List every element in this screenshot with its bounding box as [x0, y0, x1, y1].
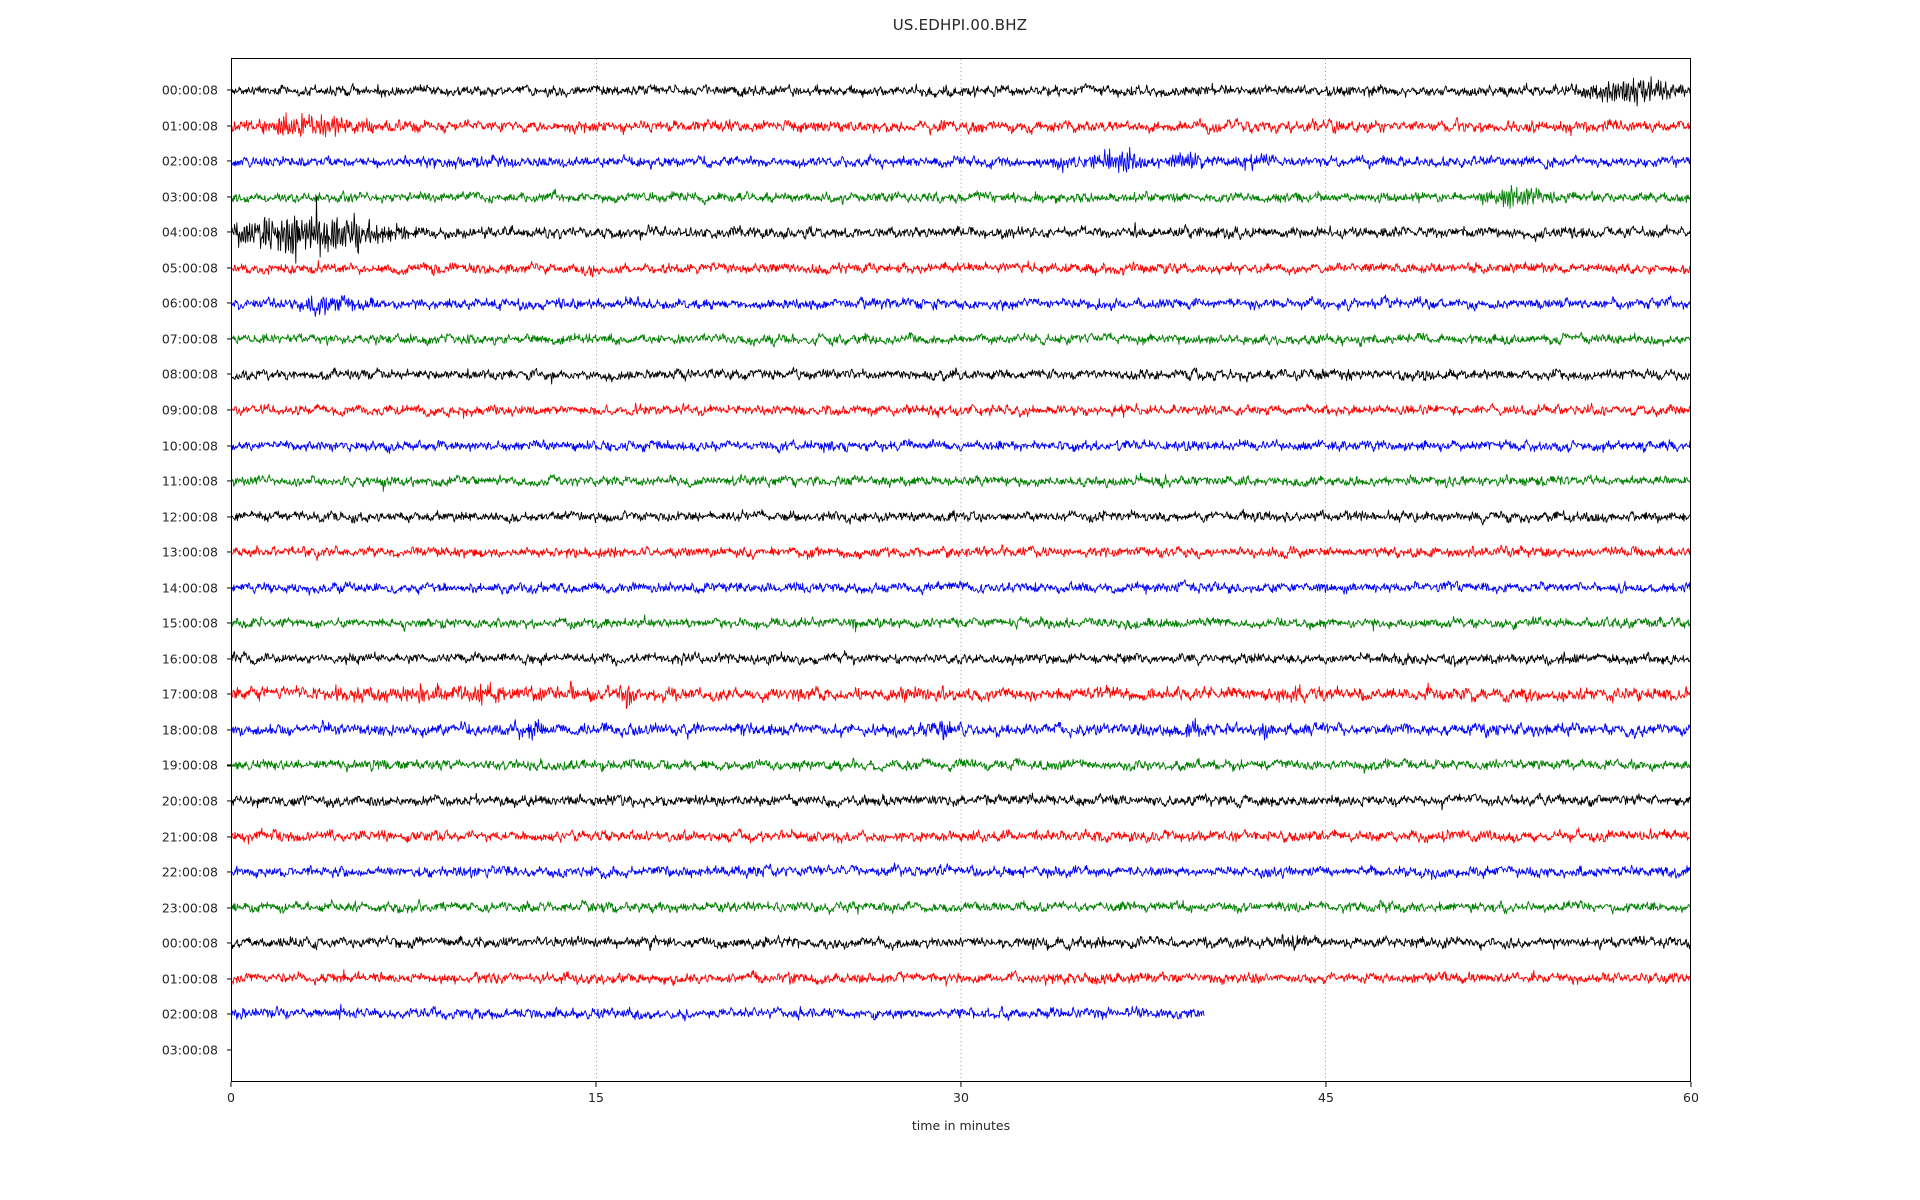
- trace-line: [232, 650, 1690, 668]
- y-tick-label: 10:00:08: [161, 438, 218, 453]
- trace-line: [232, 862, 1690, 881]
- trace-line: [232, 508, 1690, 526]
- y-tick-mark: [227, 409, 232, 411]
- trace-line: [232, 969, 1690, 987]
- trace-line: [232, 1003, 1205, 1022]
- y-tick-mark: [227, 978, 232, 980]
- trace-line: [232, 294, 1690, 318]
- y-tick-mark: [227, 658, 232, 660]
- trace-line: [232, 196, 1690, 264]
- y-tick-label: 09:00:08: [161, 402, 218, 418]
- x-tick-label: 15: [588, 1090, 604, 1105]
- y-tick-label: 16:00:08: [161, 651, 218, 667]
- trace-line: [232, 366, 1690, 385]
- y-tick-mark: [227, 800, 232, 802]
- y-tick-label: 11:00:08: [161, 473, 218, 489]
- x-tick-label: 30: [953, 1090, 969, 1105]
- trace-line: [232, 112, 1690, 138]
- y-tick-mark: [227, 338, 232, 340]
- x-tick-mark: [1690, 1082, 1692, 1087]
- y-tick-mark: [227, 836, 232, 838]
- x-tick-mark: [1325, 1082, 1327, 1087]
- y-tick-label: 03:00:08: [161, 189, 218, 205]
- y-tick-mark: [227, 729, 232, 731]
- trace-line: [232, 259, 1690, 278]
- trace-line: [232, 402, 1690, 419]
- y-tick-mark: [227, 587, 232, 589]
- trace-line: [232, 147, 1690, 174]
- x-tick-label: 45: [1318, 1090, 1334, 1105]
- trace-line: [232, 76, 1690, 107]
- y-tick-label: 07:00:08: [161, 331, 218, 347]
- grid-lines: [596, 59, 1326, 1081]
- y-tick-mark: [227, 373, 232, 375]
- trace-line: [232, 184, 1690, 209]
- y-tick-label: 01:00:08: [161, 118, 218, 134]
- y-tick-label: 08:00:08: [161, 366, 218, 382]
- y-tick-label: 15:00:08: [161, 615, 218, 631]
- trace-line: [232, 792, 1690, 811]
- y-tick-label: 01:00:08: [161, 971, 218, 987]
- y-tick-mark: [227, 942, 232, 944]
- trace-line: [232, 717, 1690, 741]
- x-axis-label: time in minutes: [911, 1118, 1011, 1133]
- x-tick-label: 60: [1683, 1090, 1699, 1105]
- y-tick-mark: [227, 444, 232, 447]
- y-tick-label: 02:00:08: [161, 153, 218, 169]
- trace-line: [232, 934, 1690, 952]
- y-tick-mark: [227, 764, 232, 766]
- y-tick-label: 02:00:08: [161, 1006, 218, 1022]
- y-tick-mark: [227, 125, 232, 127]
- y-tick-mark: [227, 89, 232, 91]
- y-tick-label: 12:00:08: [161, 509, 218, 525]
- x-tick-mark: [230, 1082, 232, 1087]
- x-tick-mark: [595, 1082, 597, 1087]
- y-tick-label: 20:00:08: [161, 793, 218, 809]
- y-tick-label: 21:00:08: [161, 829, 218, 845]
- trace-line: [232, 680, 1690, 709]
- y-tick-mark: [227, 622, 232, 624]
- y-tick-mark: [227, 551, 232, 553]
- y-tick-mark: [227, 871, 232, 873]
- y-tick-label: 06:00:08: [161, 295, 218, 311]
- y-tick-mark: [227, 907, 232, 909]
- y-tick-mark: [227, 267, 232, 269]
- y-tick-label: 14:00:08: [161, 580, 218, 596]
- page-title: US.EDHPI.00.BHZ: [892, 16, 1028, 34]
- trace-line: [232, 331, 1690, 348]
- y-tick-label: 00:00:08: [161, 82, 218, 98]
- y-tick-label: 03:00:08: [161, 1042, 218, 1058]
- y-tick-mark: [227, 1013, 232, 1015]
- trace-line: [232, 827, 1690, 845]
- trace-line: [232, 757, 1690, 774]
- y-tick-label: 22:00:08: [161, 864, 218, 880]
- y-tick-label: 18:00:08: [161, 722, 218, 738]
- y-tick-mark: [227, 516, 232, 518]
- y-tick-mark: [227, 196, 232, 198]
- y-tick-mark: [227, 480, 232, 482]
- plot-axes: [231, 58, 1691, 1082]
- y-tick-mark: [227, 1049, 232, 1051]
- y-tick-label: 19:00:08: [161, 757, 218, 773]
- y-tick-mark: [227, 302, 232, 304]
- trace-line: [232, 579, 1690, 596]
- y-tick-mark: [227, 160, 232, 162]
- trace-line: [232, 898, 1690, 915]
- y-tick-label: 17:00:08: [161, 686, 218, 702]
- trace-line: [232, 438, 1690, 454]
- x-tick-label: 0: [227, 1090, 235, 1105]
- y-tick-label: 13:00:08: [161, 544, 218, 560]
- y-tick-mark: [227, 693, 232, 695]
- y-tick-label: 04:00:08: [161, 224, 218, 240]
- y-tick-mark: [227, 231, 232, 233]
- seismic-traces: [232, 76, 1690, 1022]
- trace-line: [232, 472, 1690, 492]
- y-tick-label: 23:00:08: [161, 900, 218, 916]
- x-tick-mark: [960, 1082, 962, 1087]
- y-tick-label: 00:00:08: [161, 935, 218, 951]
- y-tick-label: 05:00:08: [161, 260, 218, 276]
- trace-line: [232, 544, 1690, 562]
- trace-line: [232, 614, 1690, 633]
